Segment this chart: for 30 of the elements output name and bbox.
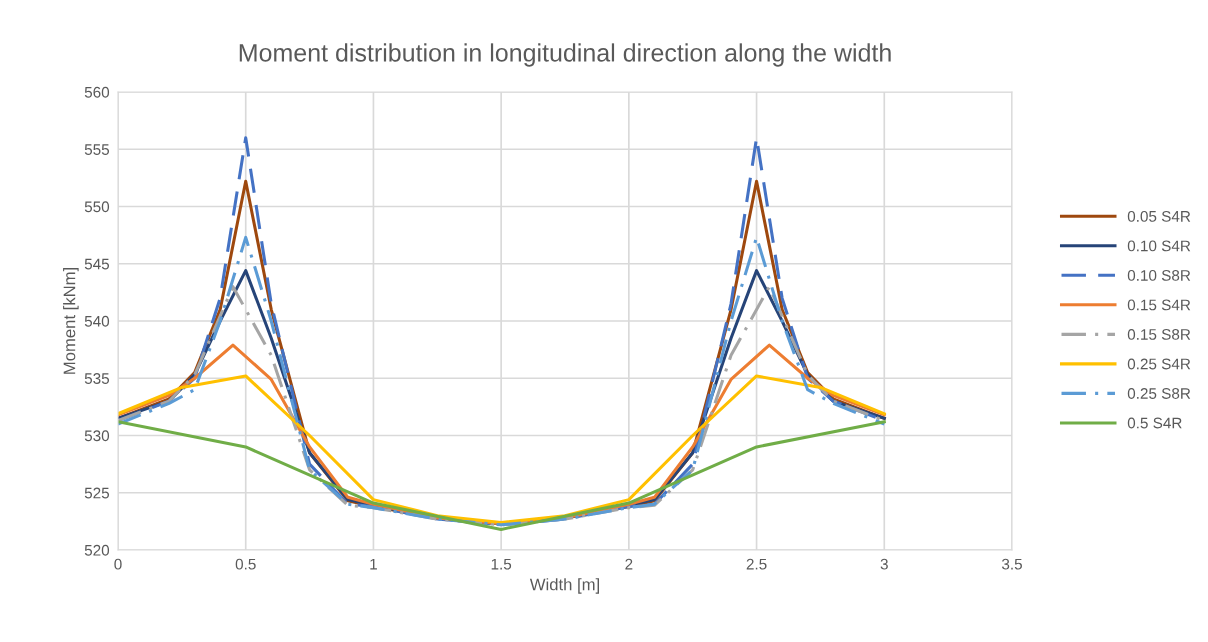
chart-title: Moment distribution in longitudinal direction along the width (239, 43, 891, 67)
x-tick-label: 2 (625, 558, 633, 570)
y-axis-title: Moment [kNm] (63, 268, 79, 374)
x-tick-label: 3.5 (1001, 558, 1022, 570)
x-axis-title: Width [m] (529, 578, 599, 594)
legend-label: 0.25 S4R (1127, 358, 1191, 370)
legend-label: 0.5 S4R (1127, 417, 1182, 429)
y-tick-label: 520 (84, 544, 110, 556)
x-tick-label: 0.5 (235, 558, 256, 570)
legend-label: 0.05 S4R (1127, 210, 1191, 222)
x-tick-label: 1.5 (491, 558, 512, 570)
y-tick-label: 530 (84, 430, 110, 442)
y-tick-label: 550 (84, 201, 110, 213)
legend-label: 0.10 S8R (1127, 270, 1191, 281)
y-tick-label: 540 (84, 315, 110, 327)
x-tick-label: 1 (370, 558, 377, 570)
line-series (118, 374, 886, 525)
legend-label: 0.15 S8R (1127, 329, 1191, 340)
legend-label: 0.10 S4R (1127, 240, 1191, 252)
y-tick-label: 525 (84, 487, 110, 499)
legend-label: 0.25 S8R (1127, 388, 1191, 399)
line-series (118, 420, 886, 531)
y-tick-label: 555 (84, 144, 110, 155)
x-tick-label: 2.5 (746, 558, 767, 570)
x-tick-label: 0 (114, 558, 122, 570)
x-tick-label: 3 (880, 558, 888, 570)
legend-label: 0.15 S4R (1127, 299, 1191, 311)
y-tick-label: 535 (84, 373, 110, 384)
y-tick-label: 545 (84, 258, 110, 270)
y-tick-label: 560 (84, 86, 110, 98)
